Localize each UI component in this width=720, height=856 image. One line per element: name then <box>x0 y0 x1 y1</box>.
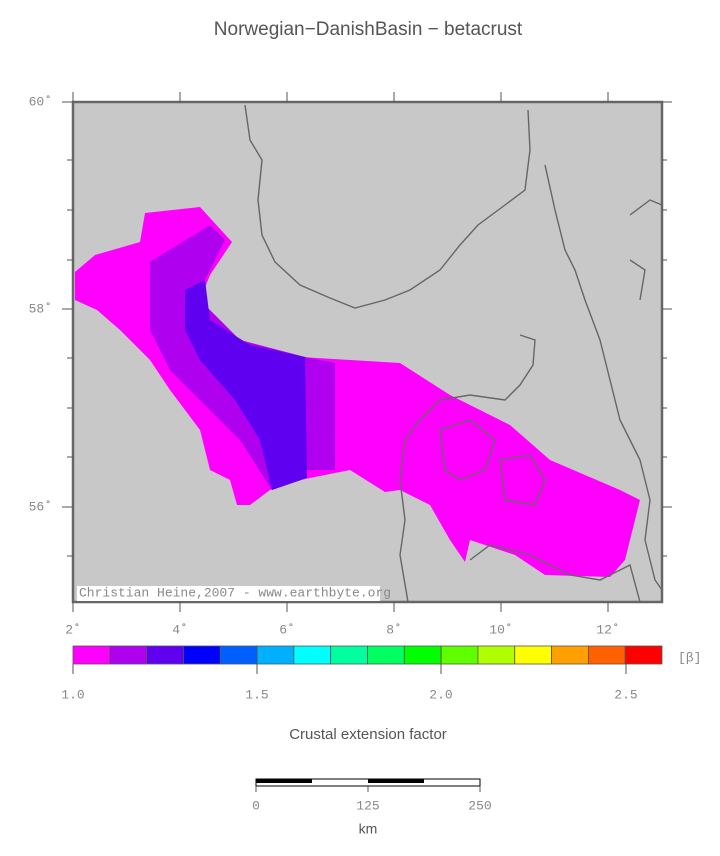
coastlines <box>244 104 663 603</box>
colorbar-swatch <box>477 645 516 665</box>
colorbar-swatch <box>551 645 589 665</box>
colorbar-swatch <box>146 645 184 665</box>
lat-label: 56˚ <box>29 499 52 514</box>
scale-tick-label: 0 <box>252 798 260 813</box>
scale-tick-label: 125 <box>356 798 379 813</box>
colorbar-swatch <box>219 645 258 665</box>
scale-tick-label: 250 <box>468 798 491 813</box>
colorbar-swatch <box>293 645 332 665</box>
colorbar-swatch <box>587 645 626 665</box>
lat-label: 58˚ <box>29 301 52 316</box>
colorbar-tick-label: 1.5 <box>245 687 268 702</box>
colorbar-tick-label: 1.0 <box>61 687 84 702</box>
coastline <box>244 104 531 309</box>
colorbar-swatch <box>72 645 111 665</box>
lon-label: 4˚ <box>172 622 188 637</box>
colorbar-swatch <box>330 645 368 665</box>
scale-unit: km <box>359 821 378 837</box>
lon-label: 2˚ <box>65 622 81 637</box>
lat-label: 60˚ <box>29 94 52 109</box>
colorbar-tick-label: 2.0 <box>429 687 452 702</box>
coastline <box>439 419 496 481</box>
title: Norwegian−DanishBasin − betacrust <box>214 19 523 40</box>
beta-region <box>185 280 307 490</box>
beta-region <box>75 207 640 577</box>
credit-box <box>77 586 380 601</box>
colorbar-swatch <box>256 645 295 665</box>
lon-label: 12˚ <box>596 622 619 637</box>
coastline <box>499 454 546 506</box>
legend-unit: [β] <box>678 650 701 665</box>
map-frame <box>71 100 664 604</box>
coastline <box>469 544 641 603</box>
colorbar-tick-label: 2.5 <box>614 687 637 702</box>
colorbar-swatch <box>109 645 148 665</box>
colorbar-swatch <box>624 645 663 665</box>
legend-caption: Crustal extension factor <box>289 726 447 743</box>
colorbar-swatch <box>367 645 405 665</box>
credit: Christian Heine,2007 - www.earthbyte.org <box>79 585 391 600</box>
colorbar-swatch <box>440 645 479 665</box>
scale-bar-segment <box>256 779 312 783</box>
colorbar-swatch <box>403 645 442 665</box>
lon-label: 8˚ <box>386 622 402 637</box>
coastline <box>399 334 536 603</box>
colorbar-swatch <box>183 645 221 665</box>
coastline <box>544 164 663 591</box>
coastline <box>629 199 663 301</box>
lon-label: 6˚ <box>279 622 295 637</box>
lon-label: 10˚ <box>489 622 512 637</box>
basin <box>75 207 640 577</box>
colorbar-swatch <box>514 645 552 665</box>
scale-bar-segment <box>368 779 424 783</box>
